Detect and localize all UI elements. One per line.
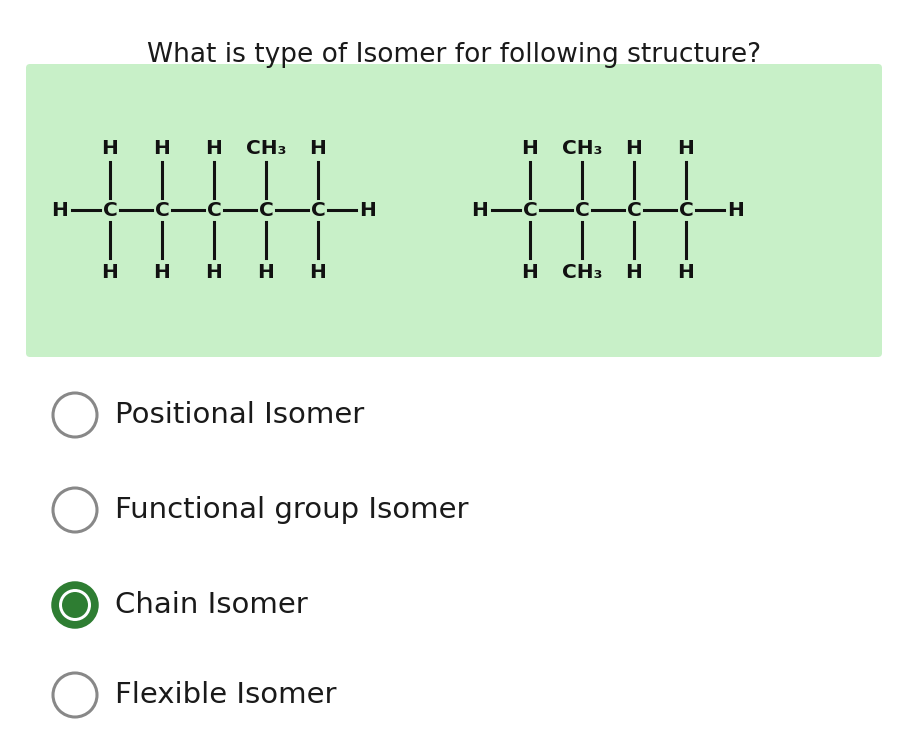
Text: H: H: [677, 262, 695, 282]
FancyBboxPatch shape: [26, 64, 882, 357]
Circle shape: [53, 488, 97, 532]
Text: C: C: [103, 201, 117, 220]
Text: CH₃: CH₃: [246, 138, 286, 157]
Text: C: C: [575, 201, 589, 220]
Text: H: H: [626, 138, 643, 157]
Text: H: H: [258, 262, 274, 282]
Circle shape: [53, 673, 97, 717]
Text: H: H: [102, 262, 118, 282]
Text: H: H: [52, 201, 68, 220]
Circle shape: [59, 589, 91, 621]
Text: C: C: [311, 201, 325, 220]
Text: C: C: [627, 201, 641, 220]
Text: H: H: [471, 201, 489, 220]
Text: C: C: [523, 201, 538, 220]
Circle shape: [53, 393, 97, 437]
Text: H: H: [727, 201, 745, 220]
Text: What is type of Isomer for following structure?: What is type of Isomer for following str…: [147, 42, 761, 68]
Text: H: H: [310, 262, 327, 282]
Text: C: C: [154, 201, 170, 220]
Text: H: H: [205, 138, 222, 157]
Text: H: H: [153, 138, 171, 157]
Text: Positional Isomer: Positional Isomer: [115, 401, 364, 429]
Text: Chain Isomer: Chain Isomer: [115, 591, 308, 619]
Circle shape: [53, 583, 97, 627]
Text: H: H: [626, 262, 643, 282]
Text: H: H: [360, 201, 377, 220]
Text: H: H: [153, 262, 171, 282]
Text: Functional group Isomer: Functional group Isomer: [115, 496, 469, 524]
Text: H: H: [521, 262, 538, 282]
Text: H: H: [521, 138, 538, 157]
Text: CH₃: CH₃: [562, 138, 602, 157]
Text: H: H: [205, 262, 222, 282]
Text: H: H: [310, 138, 327, 157]
Text: H: H: [677, 138, 695, 157]
Text: H: H: [102, 138, 118, 157]
Circle shape: [62, 592, 88, 618]
Text: C: C: [678, 201, 694, 220]
Text: Flexible Isomer: Flexible Isomer: [115, 681, 337, 709]
Text: CH₃: CH₃: [562, 262, 602, 282]
Text: C: C: [259, 201, 273, 220]
Text: C: C: [207, 201, 222, 220]
